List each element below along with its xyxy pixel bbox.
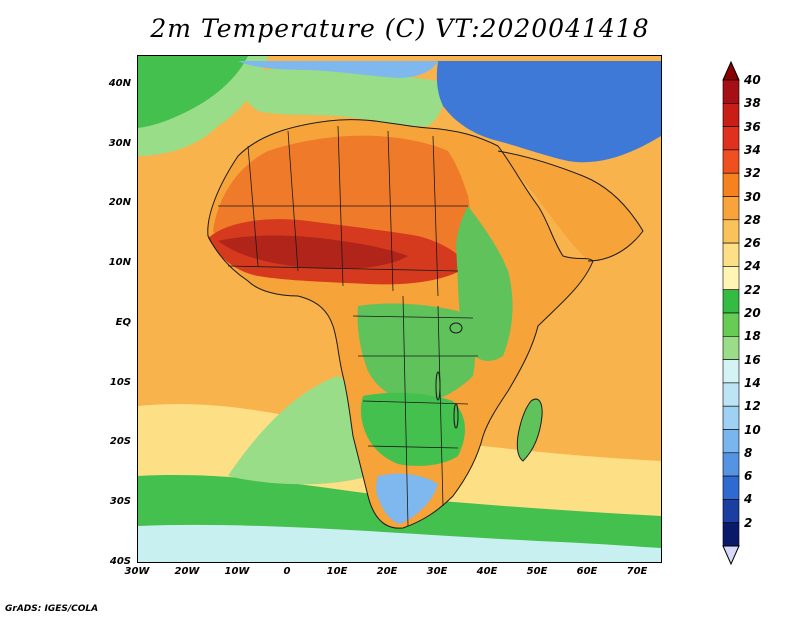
lat-label: 20S <box>109 436 131 448</box>
lon-label: 70E <box>626 566 648 577</box>
colorbar-label: 14 <box>744 375 761 390</box>
colorbar-label: 20 <box>744 306 761 320</box>
east-africa-highlands <box>456 206 513 361</box>
country-borders <box>218 125 478 527</box>
colorbar-label: 38 <box>744 96 761 111</box>
coastline <box>207 119 594 529</box>
colorbar-label: 4 <box>744 492 753 507</box>
colorbar-swatch <box>722 475 740 500</box>
south-ocean-cool <box>138 524 661 562</box>
footer-credit: GrADS: IGES/COLA <box>5 604 99 614</box>
colorbar-swatch <box>722 289 740 314</box>
colorbar-label: 6 <box>744 469 753 484</box>
lon-label: 40E <box>476 566 498 577</box>
colorbar-label: 18 <box>744 329 761 344</box>
colorbar-top-arrow <box>722 60 740 81</box>
colorbar-swatch <box>722 266 740 290</box>
colorbar-swatch <box>722 335 740 360</box>
colorbar-swatch <box>722 219 740 244</box>
lat-label: 30S <box>109 496 131 508</box>
colorbar-swatch <box>722 429 740 454</box>
colorbar-label: 8 <box>744 445 753 460</box>
lake-victoria <box>449 322 463 334</box>
colorbar-label: 28 <box>744 212 761 227</box>
benguela-cool <box>228 376 368 485</box>
lat-label: EQ <box>115 316 131 328</box>
map-title: 2m Temperature (C) VT:2020041418 <box>150 14 650 43</box>
colorbar <box>722 60 740 566</box>
lat-label: 10S <box>109 376 131 388</box>
colorbar-label: 10 <box>744 422 761 437</box>
colorbar-label: 24 <box>744 259 761 274</box>
madagascar-coast <box>516 398 543 462</box>
temperature-map <box>138 56 661 562</box>
colorbar-swatch <box>722 196 740 221</box>
colorbar-label: 22 <box>744 282 761 297</box>
madagascar <box>517 399 543 461</box>
lat-label: 30N <box>108 137 131 149</box>
lat-label: 20N <box>108 197 131 209</box>
colorbar-label: 36 <box>744 119 761 134</box>
colorbar-swatch <box>722 499 740 523</box>
lon-label: 0 <box>283 566 291 577</box>
europe-cold <box>238 61 438 78</box>
colorbar-swatch <box>722 405 740 430</box>
colorbar-swatch <box>722 522 740 547</box>
colorbar-swatch <box>722 149 740 174</box>
arabia-warm <box>498 151 643 261</box>
central-africa-forest <box>357 303 475 406</box>
south-africa-cool <box>376 473 438 524</box>
lon-label: 30E <box>426 566 448 577</box>
colorbar-swatch <box>722 102 740 127</box>
lon-label: 50E <box>526 566 548 577</box>
colorbar-label: 16 <box>744 352 761 367</box>
lake-tanganyika <box>435 371 441 401</box>
colorbar-swatch <box>722 452 740 477</box>
colorbar-swatch <box>722 126 740 151</box>
colorbar-label: 2 <box>744 515 753 530</box>
colorbar-swatch <box>722 382 740 407</box>
colorbar-label: 34 <box>744 142 761 157</box>
lat-label: 40N <box>108 77 131 89</box>
lon-label: 10E <box>326 566 348 577</box>
colorbar-swatch <box>722 172 740 197</box>
lon-label: 20E <box>376 566 398 577</box>
north-atlantic-green <box>138 56 248 128</box>
colorbar-label: 32 <box>744 166 761 181</box>
lake-malawi <box>453 403 459 429</box>
colorbar-label: 26 <box>744 236 761 251</box>
north-africa-cool <box>238 67 444 127</box>
lat-label: 40S <box>109 556 131 567</box>
lon-label: 60E <box>576 566 598 577</box>
colorbar-swatch <box>722 242 740 267</box>
lon-label: 10W <box>224 566 250 577</box>
colorbar-swatch <box>722 359 740 384</box>
sahel-core <box>218 235 408 270</box>
middle-east-cold <box>436 61 661 163</box>
colorbar-label: 30 <box>744 189 761 204</box>
lat-label: 10N <box>108 257 131 269</box>
colorbar-swatch <box>722 79 740 104</box>
colorbar-label: 12 <box>744 399 761 414</box>
map-frame <box>137 55 662 563</box>
arabia-coast <box>497 150 644 262</box>
lon-label: 30W <box>124 566 150 577</box>
colorbar-swatch <box>722 312 740 337</box>
colorbar-bottom-arrow <box>722 545 740 566</box>
colorbar-label: 40 <box>744 73 761 87</box>
lon-label: 20W <box>174 566 200 577</box>
